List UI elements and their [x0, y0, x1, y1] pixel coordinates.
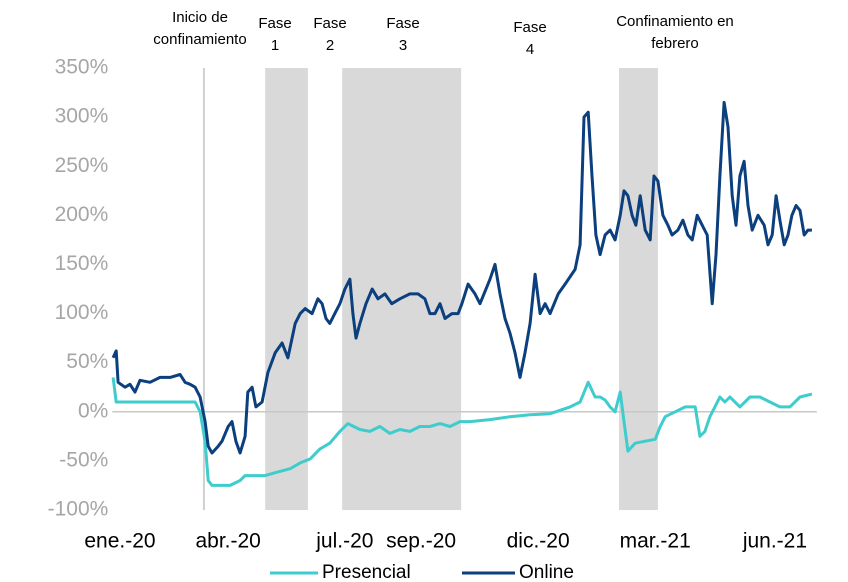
- shaded-phase: [265, 68, 308, 510]
- y-tick-label: 50%: [66, 350, 108, 373]
- y-tick-label: -50%: [59, 448, 108, 471]
- annotation: Fase: [258, 15, 291, 32]
- shaded-phase: [342, 68, 462, 510]
- annotation: Confinamiento en: [616, 13, 734, 30]
- y-tick-label: 0%: [78, 399, 108, 422]
- annotation: Fase: [386, 15, 419, 32]
- series-line: [111, 377, 813, 487]
- y-tick-label: 150%: [55, 252, 109, 275]
- x-tick-label: jul.-20: [315, 530, 373, 553]
- annotation: Fase: [313, 15, 346, 32]
- y-tick-label: 350%: [55, 56, 109, 79]
- series-line: [111, 100, 812, 455]
- annotation: 4: [526, 41, 534, 58]
- x-tick-label: mar.-21: [620, 530, 691, 553]
- annotation: Inicio de: [172, 9, 228, 26]
- x-tick-label: abr.-20: [195, 530, 260, 553]
- y-tick-label: 250%: [55, 154, 109, 177]
- annotation: febrero: [651, 35, 699, 52]
- x-tick-label: sep.-20: [386, 530, 456, 553]
- annotation: Fase: [513, 19, 546, 36]
- x-tick-label: jun.-21: [742, 530, 807, 553]
- y-tick-label: -100%: [48, 498, 109, 521]
- y-tick-label: 100%: [55, 301, 109, 324]
- annotation: 3: [399, 37, 407, 54]
- legend-label: Online: [519, 562, 574, 582]
- legend-label: Presencial: [322, 562, 411, 582]
- annotation: 1: [271, 37, 279, 54]
- y-tick-label: 300%: [55, 105, 109, 128]
- y-tick-label: 200%: [55, 203, 109, 226]
- annotation: 2: [326, 37, 334, 54]
- x-tick-label: ene.-20: [84, 530, 155, 553]
- annotation: confinamiento: [153, 31, 246, 48]
- x-tick-label: dic.-20: [507, 530, 570, 553]
